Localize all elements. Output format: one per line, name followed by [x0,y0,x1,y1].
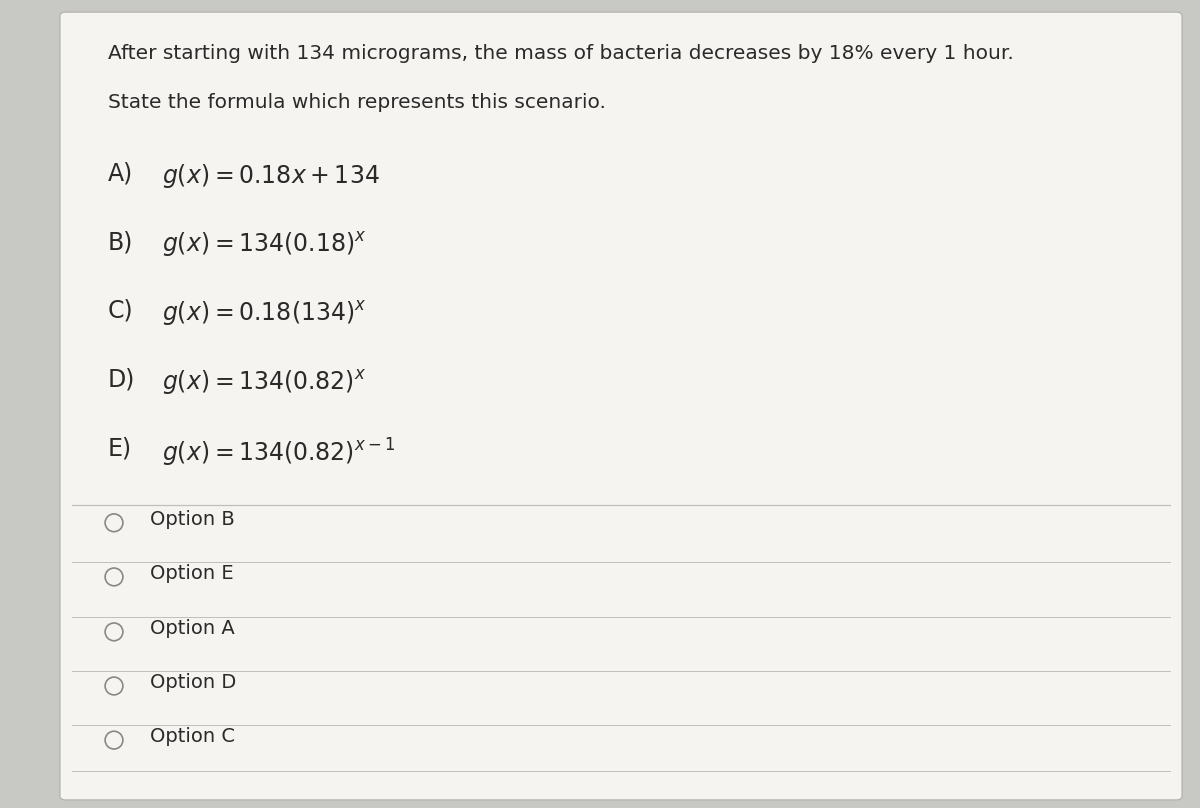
Text: $g(x) = 134(0.82)^{x}$: $g(x) = 134(0.82)^{x}$ [162,368,366,397]
Text: Option D: Option D [150,673,236,692]
Text: After starting with 134 micrograms, the mass of bacteria decreases by 18% every : After starting with 134 micrograms, the … [108,44,1014,64]
Text: A): A) [108,162,133,186]
Text: Option E: Option E [150,564,234,583]
Text: Option A: Option A [150,619,235,638]
Text: B): B) [108,230,133,255]
Text: $g(x) = 0.18(134)^{x}$: $g(x) = 0.18(134)^{x}$ [162,299,367,328]
Text: $g(x) = 134(0.82)^{x-1}$: $g(x) = 134(0.82)^{x-1}$ [162,436,395,469]
Text: Option B: Option B [150,510,235,529]
Text: E): E) [108,436,132,461]
Text: $g(x) = 0.18x + 134$: $g(x) = 0.18x + 134$ [162,162,379,190]
Text: $g(x) = 134(0.18)^{x}$: $g(x) = 134(0.18)^{x}$ [162,230,367,259]
Text: C): C) [108,299,133,323]
Text: Option C: Option C [150,727,235,747]
Text: State the formula which represents this scenario.: State the formula which represents this … [108,93,606,112]
Text: D): D) [108,368,136,392]
FancyBboxPatch shape [60,12,1182,800]
